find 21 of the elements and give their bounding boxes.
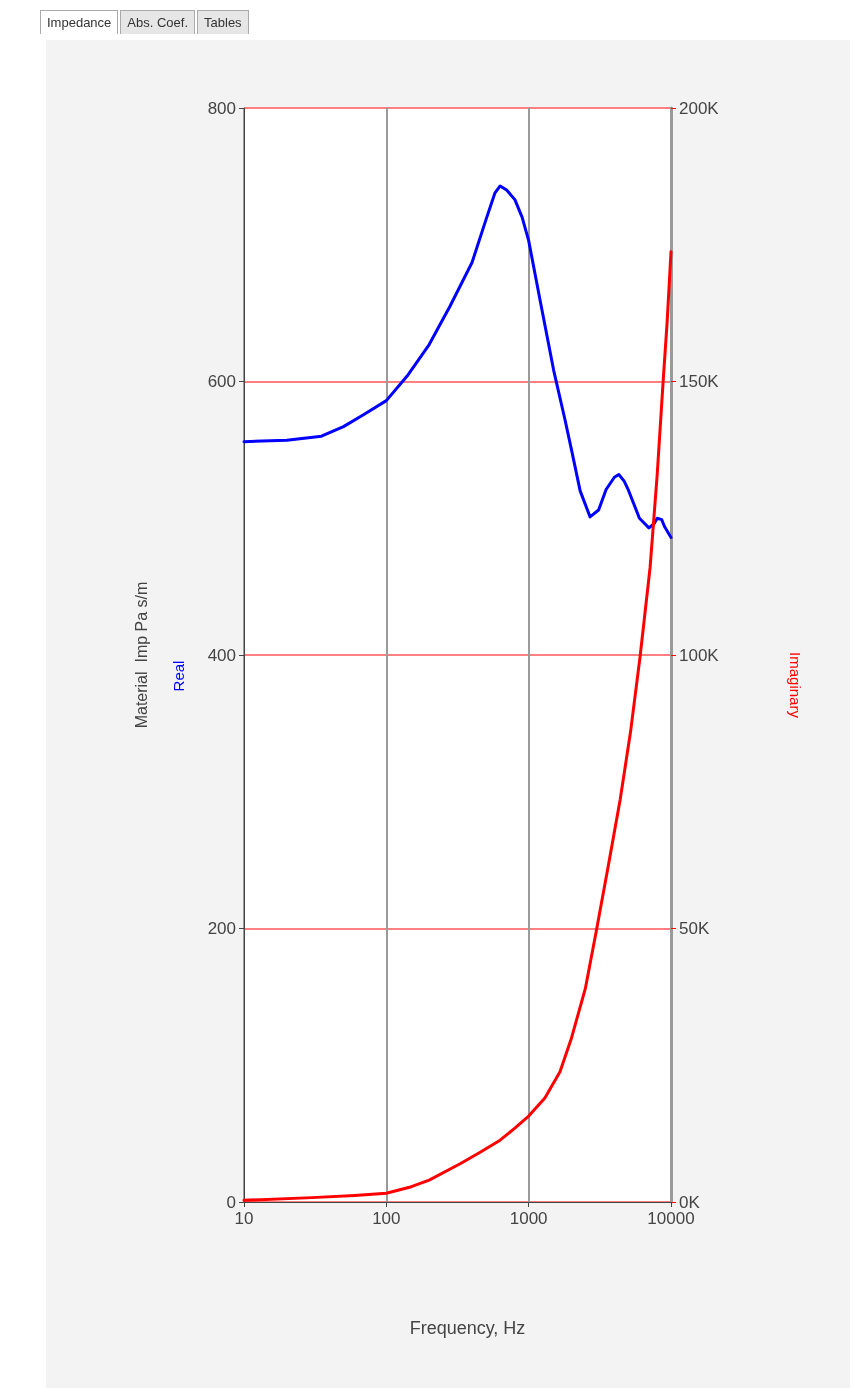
y-tick-label: 200 [207,919,236,938]
x-tick-label: 1000 [509,1209,548,1228]
y-tick-label: 600 [207,372,236,391]
text: Abs. Coef. [120,10,196,34]
x-axis-title: Frequency, Hz [409,1318,526,1338]
y-tick-label: 800 [207,98,236,118]
text: Imaginary [786,652,804,719]
x-tick-label: 10000 [647,1209,695,1228]
y2-tick-label: 100K [679,645,720,665]
y2-tick-label: 200K [679,98,720,118]
x-tick-label: 10 [234,1209,254,1228]
text: Tables [197,10,249,34]
y2-tick-label: 0K [679,1192,701,1212]
y-axis-title: Material Imp Pa s/m [132,581,150,729]
y2-tick-label: 50K [679,919,710,938]
y-tick-label: 0 [226,1192,236,1212]
y-tick-label: 400 [207,645,236,665]
x-tick-label: 100 [372,1209,401,1228]
y2-tick-label: 150K [679,372,720,391]
text: Impedance [40,10,119,34]
text: Real [169,660,187,692]
